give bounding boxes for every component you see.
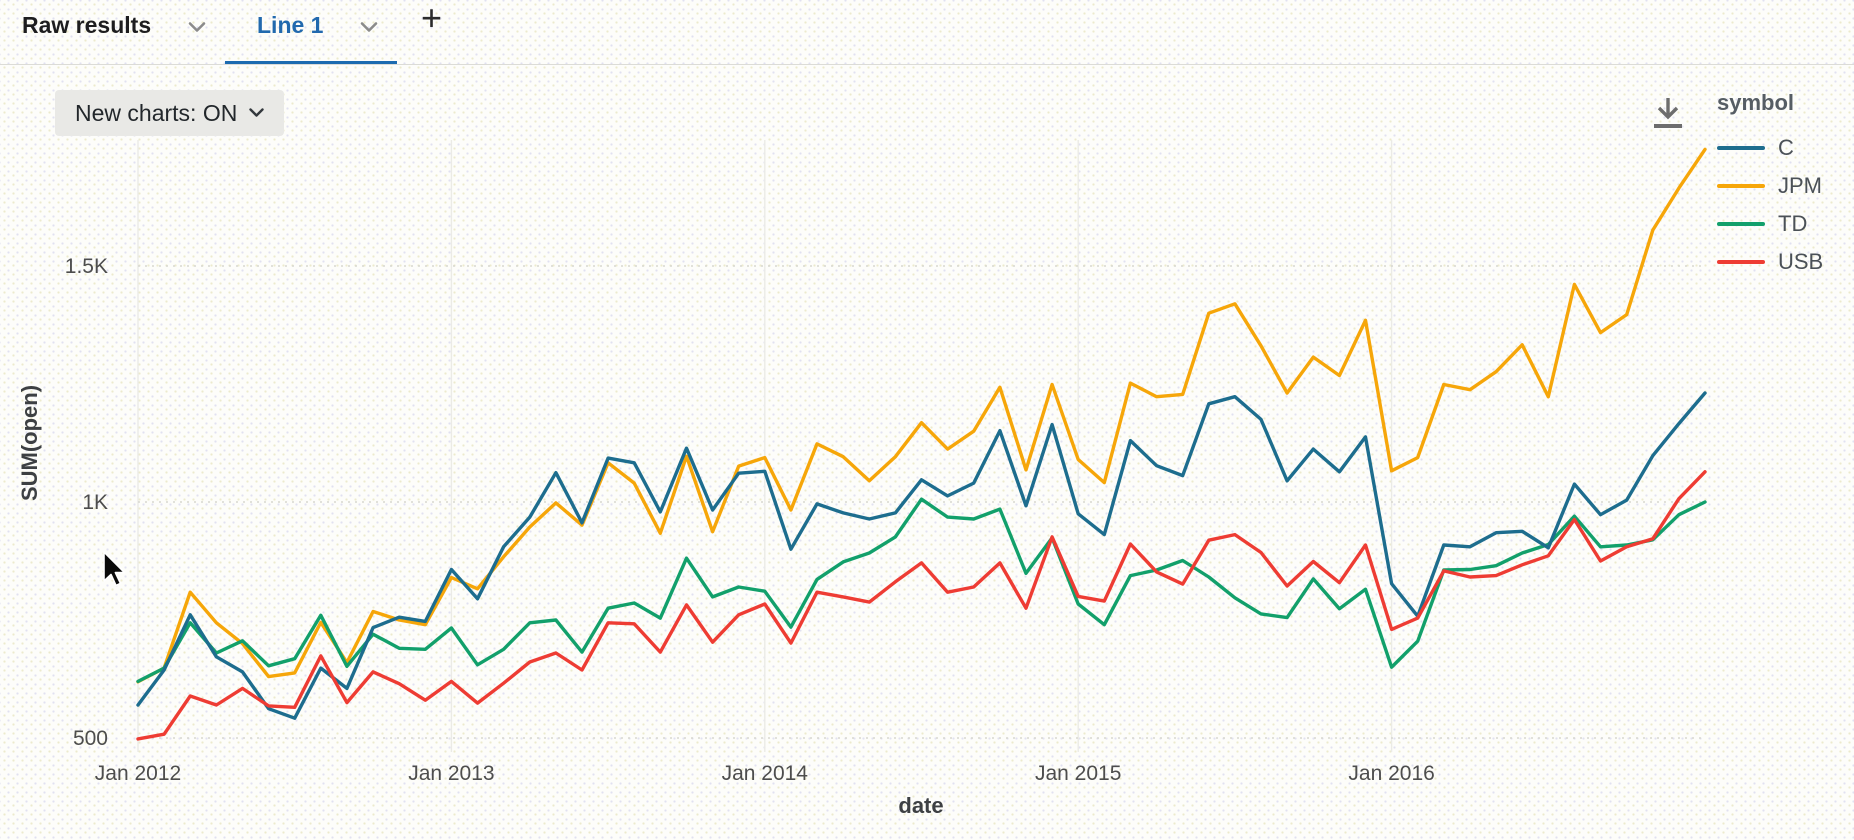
legend-swatch-USB	[1717, 260, 1765, 264]
series-line-JPM	[136, 147, 1707, 684]
chevron-down-icon[interactable]	[188, 20, 206, 38]
legend-swatch-JPM	[1717, 184, 1765, 188]
series-line-TD	[136, 497, 1707, 684]
legend-item-C[interactable]: C	[1717, 135, 1823, 160]
tab-line-1[interactable]: Line 1	[257, 12, 324, 38]
x-tick-label: Jan 2013	[408, 762, 494, 785]
legend-label: C	[1778, 135, 1794, 160]
new-charts-label: New charts: ON	[75, 99, 238, 126]
legend-label: JPM	[1778, 173, 1822, 198]
new-charts-toggle[interactable]: New charts: ON	[55, 90, 285, 136]
y-tick-label: 500	[73, 727, 108, 750]
x-tick-label: Jan 2015	[1035, 762, 1121, 785]
tab-raw-results[interactable]: Raw results	[22, 12, 152, 38]
series-line-C	[136, 391, 1707, 720]
y-tick-label: 1K	[82, 491, 108, 514]
series-line-USB	[136, 470, 1707, 741]
chart-legend: symbol C JPM TD USB	[1717, 90, 1823, 288]
add-tab-button[interactable]: +	[421, 0, 443, 38]
legend-swatch-C	[1717, 146, 1765, 150]
legend-swatch-TD	[1717, 222, 1765, 226]
y-tick-label: 1.5K	[65, 255, 108, 278]
mouse-cursor-icon	[103, 551, 133, 596]
tab-bar: Raw results Line 1 +	[0, 0, 1854, 65]
x-tick-label: Jan 2012	[95, 762, 181, 785]
x-tick-label: Jan 2014	[722, 762, 809, 785]
x-tick-label: Jan 2016	[1348, 762, 1434, 785]
legend-items: C JPM TD USB	[1717, 135, 1824, 274]
chevron-down-icon	[249, 108, 265, 118]
legend-title: symbol	[1717, 90, 1795, 115]
download-icon[interactable]	[1648, 92, 1688, 134]
chevron-down-icon[interactable]	[360, 20, 378, 38]
legend-item-JPM[interactable]: JPM	[1717, 173, 1823, 198]
active-tab-underline	[225, 61, 397, 64]
legend-item-TD[interactable]: TD	[1717, 211, 1823, 236]
legend-label: USB	[1778, 249, 1824, 274]
x-axis-title: date	[898, 793, 944, 818]
legend-item-USB[interactable]: USB	[1717, 249, 1824, 274]
legend-label: TD	[1778, 211, 1808, 236]
